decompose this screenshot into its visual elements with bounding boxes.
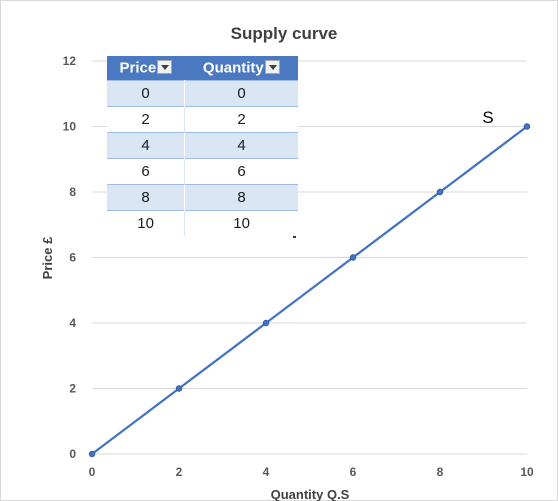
table-cell[interactable]: 6 [184, 158, 298, 185]
series-label-s: S [482, 108, 493, 127]
series-s [88, 123, 531, 458]
table-row: 0 0 [107, 80, 298, 107]
y-axis-title: Price £ [40, 236, 55, 279]
table-row: 6 6 [107, 158, 298, 185]
price-header-label: Price [119, 59, 157, 77]
table-cell[interactable]: 8 [107, 184, 186, 211]
x-tick-label: 0 [89, 465, 96, 479]
data-point [262, 319, 270, 327]
table-cell[interactable]: 8 [184, 184, 298, 211]
quantity-column-header[interactable]: Quantity [184, 56, 298, 81]
table-row: 2 2 [107, 106, 298, 133]
y-axis-ticks: 0 2 4 6 8 10 12 [63, 54, 77, 461]
table-cell[interactable]: 10 [184, 210, 298, 236]
x-tick-label: 10 [520, 465, 534, 479]
x-tick-label: 4 [263, 465, 270, 479]
table-row: 4 4 [107, 132, 298, 159]
chart-title: Supply curve [231, 24, 338, 43]
table-header-row: Price Quantity [107, 56, 298, 81]
x-axis-title: Quantity Q.S [271, 487, 350, 501]
quantity-filter-dropdown-icon[interactable] [264, 60, 280, 75]
data-point [88, 450, 96, 458]
data-point [349, 254, 357, 261]
table-row: 10 10 [107, 210, 298, 236]
quantity-header-label: Quantity [202, 59, 264, 77]
table-cell[interactable]: 2 [184, 106, 298, 133]
table-cursor-mark [293, 235, 296, 238]
table-row: 8 8 [107, 184, 298, 211]
price-filter-dropdown-icon[interactable] [157, 60, 173, 75]
table-cell[interactable]: 0 [184, 80, 298, 107]
data-point [175, 385, 183, 392]
y-tick-label: 10 [63, 120, 77, 134]
data-point [436, 188, 444, 196]
x-tick-label: 6 [350, 465, 357, 479]
price-column-header[interactable]: Price [107, 56, 185, 81]
y-tick-label: 0 [69, 447, 76, 461]
table-cell[interactable]: 2 [107, 106, 186, 133]
table-cell[interactable]: 4 [107, 132, 186, 159]
table-cell[interactable]: 4 [184, 132, 298, 159]
x-tick-label: 2 [176, 465, 183, 479]
y-tick-label: 8 [69, 185, 76, 199]
y-tick-label: 12 [63, 54, 77, 68]
table-cell[interactable]: 10 [107, 210, 186, 236]
series-line [91, 125, 528, 455]
x-tick-label: 8 [437, 465, 444, 479]
table-cell[interactable]: 0 [107, 80, 186, 107]
y-tick-label: 6 [69, 251, 76, 265]
data-table: Price Quantity 0 0 2 2 4 4 6 6 8 8 10 [107, 56, 298, 236]
data-point [523, 123, 531, 130]
x-axis-ticks: 0 2 4 6 8 10 [89, 465, 534, 479]
table-cell[interactable]: 6 [107, 158, 186, 185]
y-tick-label: 4 [69, 316, 76, 330]
y-tick-label: 2 [69, 382, 76, 396]
